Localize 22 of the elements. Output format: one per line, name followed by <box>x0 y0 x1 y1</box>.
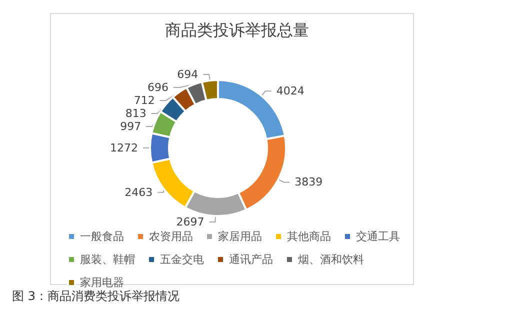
data-label: 813 <box>125 107 146 120</box>
legend-label: 其他商品 <box>287 230 331 243</box>
caption: 图 3：商品消费类投诉举报情况 <box>12 289 180 303</box>
legend-label: 家居用品 <box>218 230 262 243</box>
data-label: 694 <box>177 68 198 82</box>
legend-label: 五金交电 <box>160 253 204 266</box>
legend-label: 农资用品 <box>149 230 193 243</box>
legend-label: 通讯产品 <box>229 253 273 266</box>
chart-title: 商品类投诉举报总量 <box>165 20 309 40</box>
data-label: 1272 <box>110 141 138 154</box>
legend-label: 服装、鞋帽 <box>80 253 135 266</box>
data-label: 997 <box>120 120 142 134</box>
legend-label: 家用电器 <box>80 276 124 289</box>
data-label: 712 <box>134 94 155 108</box>
data-label: 2463 <box>124 186 153 199</box>
data-label: 696 <box>147 81 168 94</box>
data-label: 4024 <box>276 84 304 98</box>
data-label: 2697 <box>176 215 204 228</box>
legend-label: 烟、酒和饮料 <box>298 253 364 266</box>
legend-label: 一般食品 <box>80 230 124 243</box>
data-label: 3839 <box>294 176 323 189</box>
legend-label: 交通工具 <box>356 230 400 243</box>
